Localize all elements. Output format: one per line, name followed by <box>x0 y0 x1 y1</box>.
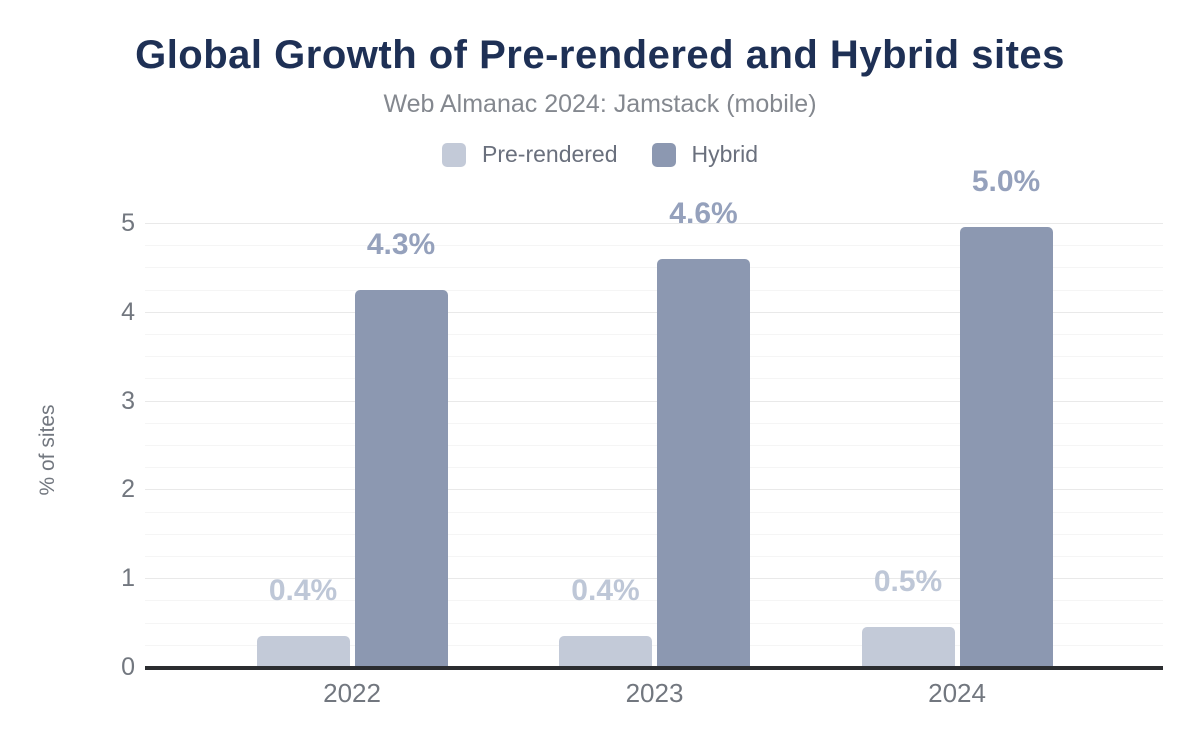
legend-swatch-pre-rendered <box>442 142 466 167</box>
chart-title: Global Growth of Pre-rendered and Hybrid… <box>135 33 1065 77</box>
legend-label: Pre-rendered <box>482 141 618 167</box>
y-axis-title: % of sites <box>36 404 59 496</box>
bar-pre-rendered-2024[interactable] <box>861 627 955 667</box>
value-label-pre-rendered-2023: 0.4% <box>571 573 640 607</box>
major-gridline-4 <box>145 311 1163 313</box>
major-gridline-5 <box>145 223 1163 224</box>
legend-item-pre-rendered: Pre-rendered <box>442 141 618 168</box>
minor-gridline-3.25 <box>145 378 1163 380</box>
y-tick-5: 5 <box>121 209 135 237</box>
minor-gridline-2.5 <box>145 445 1163 446</box>
x-tick-2024: 2024 <box>928 678 986 708</box>
minor-gridline-1.75 <box>145 511 1163 513</box>
minor-gridline-3.5 <box>145 356 1163 358</box>
minor-gridline-0.75 <box>145 600 1163 602</box>
major-gridline-3 <box>145 400 1163 402</box>
value-label-pre-rendered-2022: 0.4% <box>268 573 338 607</box>
plot-area <box>145 223 1163 667</box>
minor-gridline-0.25 <box>145 644 1163 646</box>
major-gridline-2 <box>145 489 1163 491</box>
chart-subtitle: Web Almanac 2024: Jamstack (mobile) <box>383 90 817 118</box>
minor-gridline-1.5 <box>145 533 1163 535</box>
value-label-hybrid-2024: 5.0% <box>971 165 1041 199</box>
legend-item-hybrid: Hybrid <box>651 141 758 168</box>
legend-label: Hybrid <box>691 141 758 167</box>
minor-gridline-4.25 <box>145 289 1163 291</box>
bar-pre-rendered-2022[interactable] <box>256 635 350 667</box>
minor-gridline-4.5 <box>145 267 1163 269</box>
minor-gridline-2.25 <box>145 467 1163 469</box>
x-tick-2022: 2022 <box>323 678 381 708</box>
minor-gridline-1.25 <box>145 556 1163 557</box>
y-tick-0: 0 <box>121 653 135 681</box>
value-label-hybrid-2023: 4.6% <box>669 196 738 230</box>
y-tick-1: 1 <box>121 564 135 593</box>
x-axis-line <box>145 666 1163 670</box>
legend-swatch-hybrid <box>651 142 676 167</box>
y-tick-3: 3 <box>121 386 135 415</box>
bar-hybrid-2024[interactable] <box>959 227 1053 667</box>
minor-gridline-3.75 <box>145 334 1163 335</box>
minor-gridline-2.75 <box>145 422 1163 424</box>
x-tick-2023: 2023 <box>625 678 684 708</box>
bar-pre-rendered-2023[interactable] <box>559 635 652 667</box>
minor-gridline-0.5 <box>145 622 1163 624</box>
minor-gridline-4.75 <box>145 245 1163 247</box>
bar-hybrid-2023[interactable] <box>657 258 750 667</box>
bar-hybrid-2022[interactable] <box>354 289 448 667</box>
legend: Pre-rendered Hybrid <box>0 141 1200 168</box>
value-label-pre-rendered-2024: 0.5% <box>873 565 943 599</box>
y-tick-2: 2 <box>121 475 135 504</box>
y-tick-4: 4 <box>121 297 135 326</box>
value-label-hybrid-2022: 4.3% <box>366 227 436 261</box>
major-gridline-1 <box>145 578 1163 580</box>
